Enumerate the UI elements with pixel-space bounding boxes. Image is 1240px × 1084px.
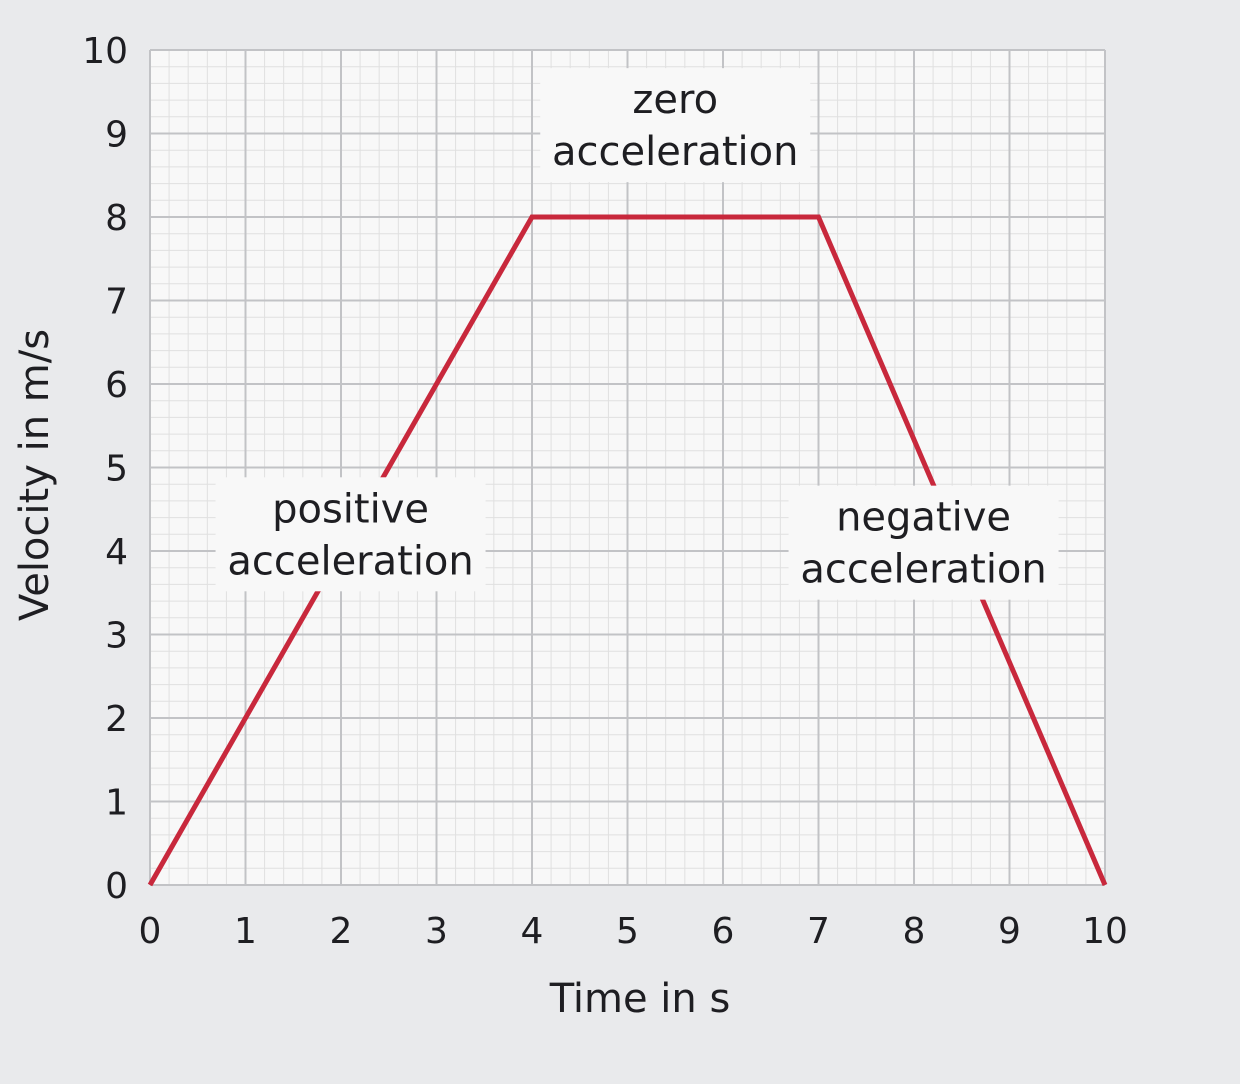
- y-axis-label: Velocity in m/s: [12, 329, 58, 621]
- annotation-label: acceleration: [227, 538, 473, 584]
- x-axis-label: Time in s: [549, 976, 731, 1022]
- y-tick-label: 8: [105, 198, 128, 239]
- x-tick-label: 4: [521, 911, 544, 952]
- x-tick-label: 9: [998, 911, 1021, 952]
- x-tick-label: 3: [425, 911, 448, 952]
- annotation-background: [788, 485, 1059, 600]
- annotation-background: [540, 68, 811, 183]
- y-tick-label: 2: [105, 699, 128, 740]
- y-tick-label: 0: [105, 866, 128, 907]
- annotation-background: [215, 477, 486, 592]
- y-tick-label: 3: [105, 616, 128, 657]
- annotation-label: acceleration: [800, 547, 1046, 593]
- y-tick-label: 10: [82, 31, 128, 72]
- y-tick-label: 7: [105, 282, 128, 323]
- x-tick-label: 1: [234, 911, 257, 952]
- x-tick-label: 5: [616, 911, 639, 952]
- annotation-label: positive: [272, 486, 429, 532]
- annotation-label: zero: [632, 77, 718, 123]
- annotation-label: acceleration: [552, 129, 798, 175]
- tick-labels: 0 1 2 3 4 5 6 7 8 9 10 0 1 2 3 4 5 6 7 8 9 10: [82, 31, 1128, 952]
- y-tick-label: 9: [105, 115, 128, 156]
- y-tick-label: 6: [105, 365, 128, 406]
- x-tick-label: 8: [903, 911, 926, 952]
- x-tick-label: 6: [712, 911, 735, 952]
- annotation-label: negative: [836, 495, 1011, 541]
- y-tick-label: 5: [105, 449, 128, 490]
- grid: [149, 49, 1106, 886]
- x-tick-label: 10: [1082, 911, 1128, 952]
- annotations: zero acceleration positive acceleration nega…: [215, 68, 1059, 600]
- x-tick-label: 2: [330, 911, 353, 952]
- y-tick-label: 1: [105, 783, 128, 824]
- x-tick-label: 0: [139, 911, 162, 952]
- y-tick-label: 4: [105, 532, 128, 573]
- x-tick-label: 7: [807, 911, 830, 952]
